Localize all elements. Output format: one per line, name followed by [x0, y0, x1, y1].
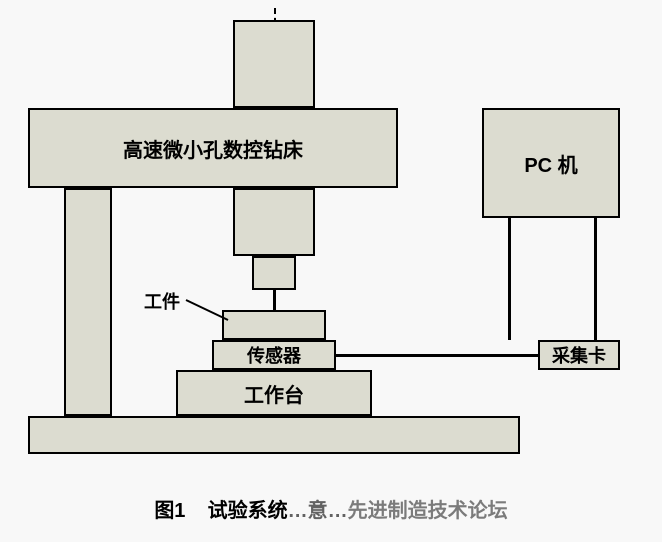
chuck-block [252, 256, 296, 290]
figure-caption: 图1 试验系统…意…先进制造技术论坛 [0, 494, 662, 523]
diagram-stage: 高速微小孔数控钻床 传感器 工作台 PC 机 采集卡 工件 图1 试验系统…意…… [0, 0, 662, 542]
caption-watermark: 先进制造技术论坛 [348, 500, 508, 522]
drill-bit-line [273, 290, 276, 312]
pc-leg-right [594, 218, 597, 340]
daq-label: 采集卡 [552, 342, 606, 368]
pc-label: PC 机 [524, 149, 577, 178]
sensor-block: 传感器 [212, 340, 336, 370]
pc-block: PC 机 [482, 108, 620, 218]
caption-obscured: …意… [288, 500, 348, 522]
sensor-to-daq-line [336, 354, 538, 357]
workpiece-tag: 工件 [144, 288, 180, 314]
arm-label: 高速微小孔数控钻床 [123, 134, 303, 163]
workpiece-block [222, 310, 326, 340]
base-block [28, 416, 520, 454]
spindle-mid-block [233, 188, 315, 256]
caption-figno: 图1 [154, 500, 185, 522]
pc-leg-left [508, 218, 511, 340]
arm-block: 高速微小孔数控钻床 [28, 108, 398, 188]
spindle-top-block [233, 20, 315, 108]
column-block [64, 188, 112, 416]
worktable-block: 工作台 [176, 370, 372, 416]
worktable-label: 工作台 [244, 379, 304, 408]
caption-title-left: 试验系统 [208, 500, 288, 522]
sensor-label: 传感器 [247, 342, 301, 368]
daq-block: 采集卡 [538, 340, 620, 370]
